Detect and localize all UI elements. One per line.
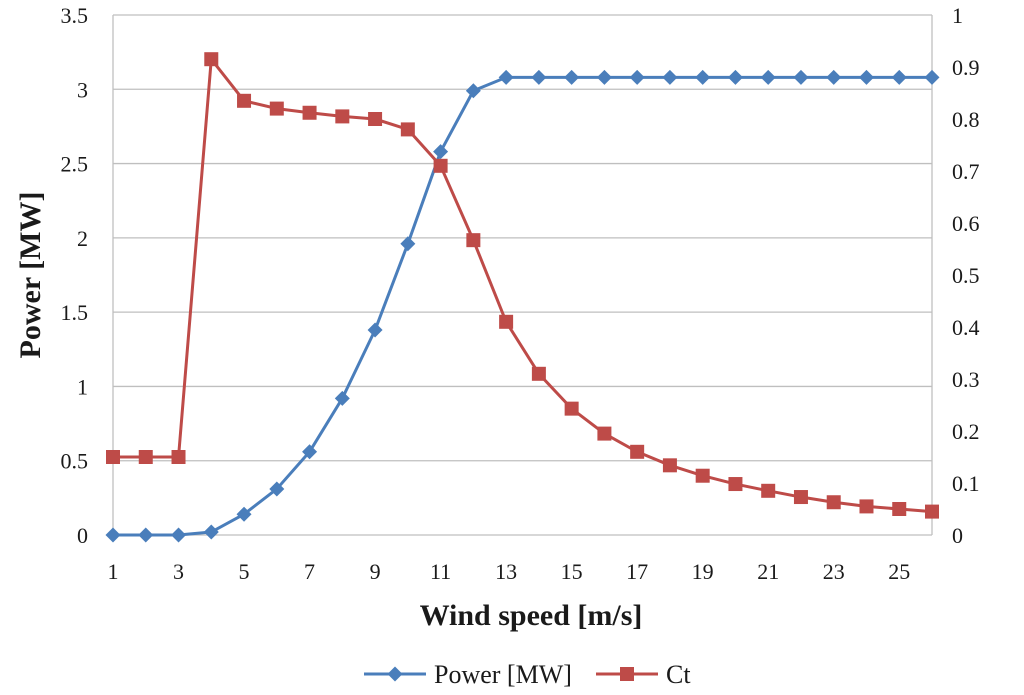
x-tick-label: 9 bbox=[370, 559, 381, 584]
y2-tick-label: 0.4 bbox=[952, 315, 980, 340]
power-data-point bbox=[236, 506, 252, 522]
power-data-point bbox=[858, 69, 874, 85]
legend-ct-label: Ct bbox=[666, 660, 691, 689]
series-group bbox=[105, 52, 940, 543]
ct-data-point bbox=[892, 502, 907, 516]
power-data-point bbox=[334, 390, 350, 406]
ct-data-point bbox=[859, 499, 874, 514]
ct-data-point bbox=[335, 109, 350, 124]
ct-data-point bbox=[433, 158, 448, 173]
power-data-point bbox=[498, 69, 514, 85]
ct-data-point bbox=[237, 93, 252, 108]
power-data-point bbox=[695, 69, 711, 85]
ct-series-line bbox=[113, 57, 933, 514]
ct-data-point bbox=[630, 444, 645, 459]
y-tick-label: 1 bbox=[77, 374, 88, 399]
ct-data-point bbox=[728, 477, 743, 492]
power-data-point bbox=[171, 527, 187, 543]
y-tick-label: 2.5 bbox=[61, 152, 89, 177]
ct-data-point bbox=[531, 366, 546, 381]
legend: Power [MW] Ct bbox=[364, 660, 691, 689]
power-data-point bbox=[433, 144, 449, 160]
ct-data-point bbox=[662, 458, 677, 473]
x-axis-ticks: 1 3 5 7 9 11 13 15 17 19 21 23 25 bbox=[108, 559, 911, 584]
ct-data-point bbox=[106, 450, 120, 464]
y2-tick-label: 0.6 bbox=[952, 211, 980, 236]
power-data-point bbox=[760, 69, 776, 85]
power-data-point bbox=[367, 322, 383, 338]
ct-data-point bbox=[204, 52, 219, 67]
ct-data-point bbox=[761, 483, 776, 498]
x-tick-label: 15 bbox=[561, 559, 583, 584]
y2-tick-label: 0.7 bbox=[952, 159, 980, 184]
y-tick-label: 0.5 bbox=[61, 449, 89, 474]
x-tick-label: 19 bbox=[692, 559, 714, 584]
ct-data-point bbox=[597, 426, 612, 441]
power-data-point bbox=[203, 524, 219, 540]
ct-data-point bbox=[171, 450, 186, 464]
ct-data-point bbox=[826, 495, 841, 510]
ct-data-point bbox=[925, 504, 939, 519]
ct-data-point bbox=[400, 122, 415, 137]
x-tick-label: 1 bbox=[108, 559, 119, 584]
power-data-point bbox=[400, 236, 416, 252]
ct-data-point bbox=[466, 233, 481, 248]
legend-power-label: Power [MW] bbox=[434, 660, 572, 689]
ct-data-point bbox=[499, 314, 514, 329]
x-tick-label: 13 bbox=[495, 559, 517, 584]
ct-data-point bbox=[138, 450, 153, 464]
y-tick-label: 0 bbox=[77, 523, 88, 548]
ct-data-point bbox=[695, 468, 710, 483]
y-tick-label: 1.5 bbox=[61, 300, 89, 325]
legend-power-marker bbox=[387, 666, 403, 682]
y-tick-label: 3 bbox=[77, 77, 88, 102]
y2-tick-label: 0.2 bbox=[952, 419, 980, 444]
power-data-point bbox=[269, 481, 285, 497]
power-data-point bbox=[629, 69, 645, 85]
x-tick-label: 25 bbox=[888, 559, 910, 584]
y2-tick-label: 0.9 bbox=[952, 55, 980, 80]
ct-data-point bbox=[793, 490, 808, 505]
x-tick-label: 7 bbox=[304, 559, 315, 584]
x-tick-label: 11 bbox=[430, 559, 451, 584]
power-series-line bbox=[113, 75, 932, 537]
ct-data-point bbox=[368, 112, 383, 126]
power-data-point bbox=[662, 69, 678, 85]
x-tick-label: 5 bbox=[239, 559, 250, 584]
legend-ct-marker bbox=[620, 667, 634, 681]
power-data-point bbox=[564, 69, 580, 85]
x-tick-label: 23 bbox=[823, 559, 845, 584]
x-tick-label: 3 bbox=[173, 559, 184, 584]
power-data-point bbox=[891, 69, 907, 85]
ct-data-point bbox=[302, 105, 317, 120]
y2-tick-label: 0.3 bbox=[952, 367, 980, 392]
power-data-point bbox=[793, 69, 809, 85]
left-axis-ticks: 0 0.5 1 1.5 2 2.5 3 3.5 bbox=[61, 3, 89, 548]
x-tick-label: 17 bbox=[626, 559, 648, 584]
y2-tick-label: 0 bbox=[952, 523, 963, 548]
gridlines bbox=[112, 14, 933, 536]
ct-data-point bbox=[269, 101, 284, 116]
power-data-point bbox=[531, 69, 547, 85]
right-axis-ticks: 0 0.1 0.2 0.3 0.4 0.5 0.6 0.7 0.8 0.9 1 bbox=[952, 3, 980, 548]
y2-tick-label: 0.8 bbox=[952, 107, 980, 132]
power-data-point bbox=[302, 444, 318, 460]
power-data-point bbox=[465, 83, 481, 99]
power-data-point bbox=[105, 527, 121, 543]
y-tick-label: 3.5 bbox=[61, 3, 89, 28]
power-data-point bbox=[596, 69, 612, 85]
x-axis-title: Wind speed [m/s] bbox=[420, 599, 643, 632]
x-tick-label: 21 bbox=[757, 559, 779, 584]
y2-tick-label: 0.1 bbox=[952, 471, 980, 496]
power-data-point bbox=[727, 69, 743, 85]
y-axis-title: Power [MW] bbox=[14, 192, 47, 359]
power-data-point bbox=[924, 69, 940, 85]
power-data-point bbox=[138, 527, 154, 543]
y2-tick-label: 0.5 bbox=[952, 263, 980, 288]
power-data-point bbox=[826, 69, 842, 85]
y-tick-label: 2 bbox=[77, 226, 88, 251]
ct-data-point bbox=[564, 401, 579, 416]
y2-tick-label: 1 bbox=[952, 3, 963, 28]
